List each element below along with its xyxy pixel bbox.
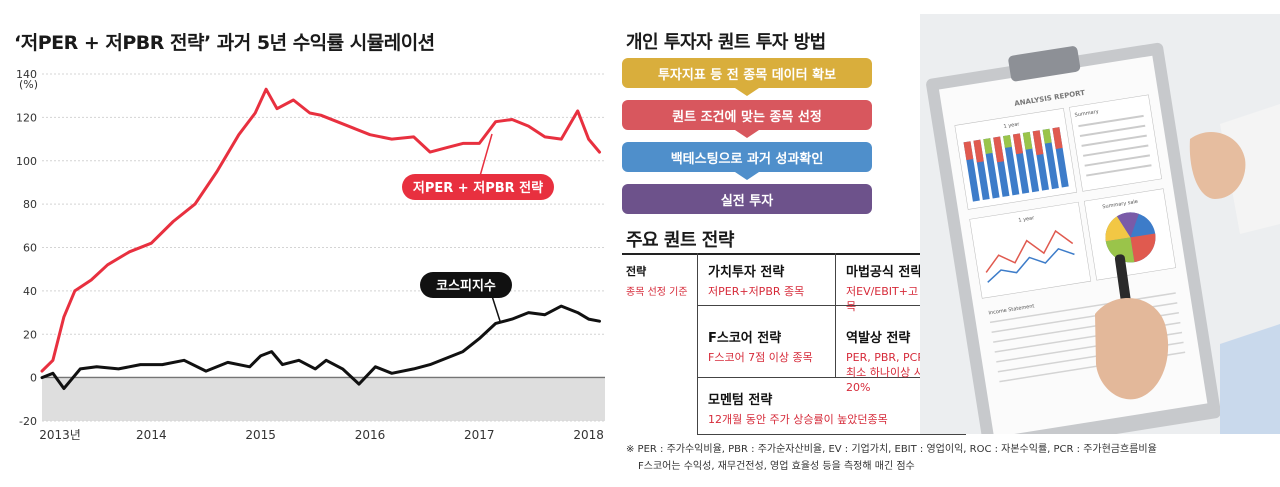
kospi-leader-line: [491, 295, 501, 322]
header-strategy: 전략: [626, 265, 647, 278]
text-lines-icon: [1078, 114, 1152, 177]
panel-title: 1 year: [1003, 121, 1021, 130]
clip: [1008, 46, 1081, 82]
strategy-table: 전략 종목 선정 기준 가치투자 전략 저PER+저PBR 종목 마법공식 전략…: [622, 253, 966, 435]
strategy-label: 저PER + 저PBR 전략: [413, 180, 543, 196]
footnote-line-1: ※ PER : 주가수익비율, PBR : 주가순자산비율, EV : 기업가치…: [626, 444, 1157, 455]
strategy-label-box: [402, 174, 554, 200]
strategy-criteria: 12개월 동안 주가 상승률이 높았던종목: [708, 413, 888, 426]
x-tick-label: 2014: [136, 428, 167, 442]
strategy-leader-line: [479, 133, 493, 177]
table-top-rule: [622, 253, 966, 255]
x-tick-label: 2017: [464, 428, 495, 442]
stacked-bars-icon: [963, 127, 1069, 202]
x-axis: 2013년 2014 2015 2016 2017 2018: [39, 428, 604, 442]
line-chart-icon: [987, 247, 1075, 283]
kospi-label-box: [420, 272, 512, 298]
y-tick-label: 60: [23, 242, 37, 255]
table-divider: [697, 253, 698, 435]
chart-title: ‘저PER + 저PBR 전략’ 과거 5년 수익률 시뮬레이션: [14, 32, 435, 54]
grid: [42, 73, 605, 422]
kospi-label: 코스피지수: [436, 279, 496, 294]
series-lines: [40, 87, 601, 390]
step-backtesting: 백테스팅으로 과거 성과확인: [622, 142, 872, 172]
strategy-name: 모멘텀 전략: [708, 393, 773, 408]
table-divider: [697, 305, 966, 306]
x-tick-label: 2015: [245, 428, 276, 442]
y-unit-label: (%): [19, 78, 38, 91]
panel-title: 1 year: [1018, 215, 1036, 224]
strategy-criteria: 저PER+저PBR 종목: [708, 285, 805, 298]
kospi-series-line: [40, 304, 601, 390]
y-tick-label: 0: [30, 372, 37, 385]
analysis-report-illustration: ANALYSIS REPORT 1 year Summary 1 year Su…: [920, 14, 1280, 434]
y-tick-label: 80: [23, 198, 37, 211]
hand-icon: [1189, 131, 1246, 199]
panel-frame: [969, 201, 1092, 299]
line-chart-icon: [985, 229, 1074, 273]
step-stock-selection: 퀀트 조건에 맞는 종목 선정: [622, 100, 872, 130]
x-tick-label: 2018: [573, 428, 604, 442]
step-arrow: [735, 172, 759, 180]
x-tick-label: 2016: [355, 428, 386, 442]
table-divider: [835, 253, 836, 377]
x-tick-label: 2013년: [39, 428, 81, 442]
panel-title: Summary: [1074, 109, 1099, 119]
y-tick-label: 20: [23, 328, 37, 341]
negative-area: [42, 376, 605, 421]
strategy-name: 마법공식 전략: [846, 265, 923, 280]
table-title: 주요 퀀트 전략: [626, 230, 734, 251]
panel-frame: [1069, 94, 1162, 192]
criteria-line-1: PER, PBR, PCR 중: [846, 351, 939, 364]
strategy-f-score: F스코어 전략 F스코어 7점 이상 종목: [708, 327, 813, 365]
footnote: ※ PER : 주가수익비율, PBR : 주가순자산비율, EV : 기업가치…: [626, 441, 1157, 475]
table-divider: [697, 377, 966, 378]
hand-icon: [1095, 297, 1169, 400]
strategy-name: 역발상 전략: [846, 331, 911, 346]
step-arrow: [735, 88, 759, 96]
step-live-trading: 실전 투자: [622, 184, 872, 214]
y-tick-label: 40: [23, 285, 37, 298]
panel-title: Summary sale: [1102, 199, 1138, 211]
strategy-momentum: 모멘텀 전략 12개월 동안 주가 상승률이 높았던종목: [708, 389, 888, 427]
table-divider: [697, 434, 966, 435]
step-data-collection: 투자지표 등 전 종목 데이터 확보: [622, 58, 872, 88]
table-header: 전략 종목 선정 기준: [626, 263, 688, 300]
footnote-line-2: F스코어는 수익성, 재무건전성, 영업 효율성 등을 측정해 매긴 점수: [638, 461, 915, 472]
pie-chart-icon: [1105, 212, 1156, 263]
steps-title: 개인 투자자 퀀트 투자 방법: [626, 32, 826, 53]
y-tick-label: 100: [16, 155, 37, 168]
strategy-name: 가치투자 전략: [708, 265, 785, 280]
strategy-criteria: F스코어 7점 이상 종목: [708, 351, 813, 364]
strategy-series-line: [40, 87, 601, 373]
strategy-value: 가치투자 전략 저PER+저PBR 종목: [708, 261, 804, 299]
y-tick-label: 140: [16, 68, 37, 81]
y-tick-label: -20: [19, 415, 37, 428]
sleeve-icon: [1220, 324, 1280, 434]
step-arrow: [735, 130, 759, 138]
y-tick-label: 120: [16, 111, 37, 124]
strategy-name: F스코어 전략: [708, 331, 782, 346]
y-axis: 140 120 100 80 60 40 20 0 -20: [16, 68, 37, 428]
header-criteria: 종목 선정 기준: [626, 287, 688, 298]
sleeve-icon: [1220, 104, 1280, 234]
